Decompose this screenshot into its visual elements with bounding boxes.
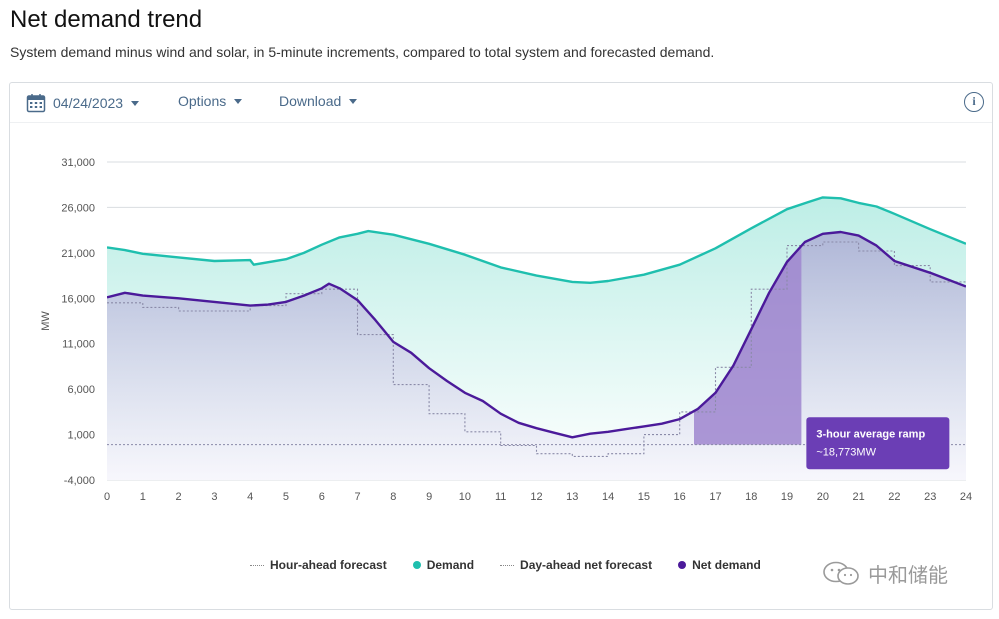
x-tick-label: 17 (709, 491, 721, 503)
x-tick-label: 19 (781, 491, 793, 503)
x-tick-label: 4 (247, 491, 253, 503)
legend-label: Day-ahead net forecast (520, 558, 653, 572)
net-demand-chart: -4,000 1,000 6,000 11,000 16,000 21,000 26,000… (40, 157, 972, 503)
legend-swatch (678, 561, 687, 569)
legend-swatch (412, 561, 421, 569)
x-tick-label: 5 (283, 491, 289, 503)
date-value: 04/24/2023 (53, 95, 124, 111)
wechat-icon (823, 561, 859, 585)
x-tick-label: 22 (888, 491, 900, 503)
x-tick-label: 6 (319, 491, 325, 503)
y-tick-label: 26,000 (61, 202, 95, 214)
legend-swatch (500, 564, 515, 566)
y-tick-label: 11,000 (62, 339, 95, 351)
ramp-band (694, 246, 802, 445)
ramp-tooltip-value: ~18,773MW (816, 446, 876, 458)
download-label: Download (279, 93, 342, 109)
x-tick-label: 3 (211, 491, 217, 503)
x-tick-label: 21 (853, 491, 865, 503)
chevron-down-icon (234, 99, 243, 104)
legend-item-hour-ahead[interactable]: Hour-ahead forecast (250, 558, 387, 572)
page-subtitle: System demand minus wind and solar, in 5… (10, 44, 715, 60)
ramp-tooltip (806, 417, 950, 470)
x-tick-label: 9 (426, 491, 432, 503)
y-tick-label: -4,000 (64, 475, 95, 487)
options-dropdown[interactable]: Options (178, 93, 243, 109)
x-tick-label: 2 (176, 491, 182, 503)
watermark: 中和储能 (822, 559, 948, 588)
legend-item-net-demand[interactable]: Net demand (678, 558, 761, 572)
legend-item-day-ahead[interactable]: Day-ahead net forecast (500, 558, 652, 572)
x-tick-label: 0 (104, 491, 110, 503)
download-dropdown[interactable]: Download (279, 93, 358, 109)
calendar-icon (26, 94, 46, 113)
y-tick-label: 6,000 (67, 384, 95, 396)
options-label: Options (178, 93, 227, 109)
x-tick-label: 7 (354, 491, 360, 503)
legend-label: Demand (426, 558, 475, 572)
x-tick-label: 18 (745, 491, 757, 503)
y-axis-label: MW (40, 311, 52, 331)
x-tick-label: 14 (602, 491, 614, 503)
day-ahead-forecast-line (107, 241, 966, 457)
x-tick-label: 20 (817, 491, 829, 503)
info-icon[interactable]: i (964, 92, 984, 112)
chart-toolbar: 04/24/2023 Options Download i (10, 83, 992, 123)
x-tick-label: 24 (960, 491, 972, 503)
y-tick-label: 16,000 (61, 293, 95, 305)
y-tick-label: 21,000 (61, 248, 95, 260)
chart-legend: Hour-ahead forecast Demand Day-ahead net… (250, 555, 810, 575)
chart-card: 04/24/2023 Options Download i -4,000 1,00… (9, 82, 993, 610)
legend-label: Net demand (692, 558, 761, 572)
legend-swatch (250, 564, 264, 566)
x-tick-label: 23 (924, 491, 936, 503)
legend-item-demand[interactable]: Demand (412, 558, 475, 572)
x-tick-label: 16 (674, 491, 686, 503)
x-tick-label: 11 (495, 491, 506, 503)
y-tick-label: 31,000 (61, 157, 95, 169)
watermark-text: 中和储能 (868, 565, 948, 587)
chevron-down-icon (349, 99, 358, 104)
x-tick-label: 13 (566, 491, 578, 503)
demand-line (107, 196, 966, 284)
x-tick-label: 8 (390, 491, 396, 503)
x-tick-label: 1 (140, 491, 146, 503)
page-title: Net demand trend (10, 6, 203, 33)
chevron-down-icon (131, 101, 140, 106)
x-tick-label: 15 (638, 491, 650, 503)
plot-area (107, 196, 966, 480)
y-tick-label: 1,000 (67, 430, 95, 442)
x-tick-label: 10 (459, 491, 471, 503)
net-demand-line (107, 230, 966, 439)
x-tick-label: 12 (530, 491, 542, 503)
legend-label: Hour-ahead forecast (270, 558, 387, 572)
date-picker[interactable]: 04/24/2023 (26, 93, 140, 113)
ramp-tooltip-title: 3-hour average ramp (816, 428, 925, 440)
